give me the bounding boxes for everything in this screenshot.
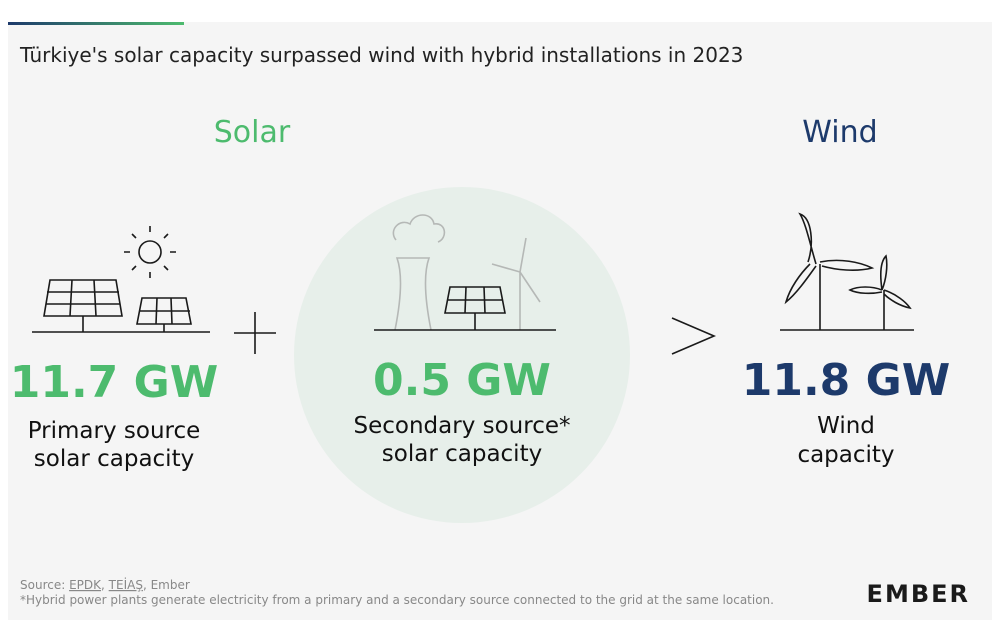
footnote: *Hybrid power plants generate electricit…	[20, 593, 774, 607]
hybrid-icon	[374, 214, 556, 331]
solar-icon	[32, 226, 210, 333]
plus	[234, 312, 276, 354]
title: Türkiye's solar capacity surpassed wind …	[19, 43, 743, 67]
secondary-value: 0.5 GW	[373, 355, 551, 406]
greater-than	[671, 317, 717, 355]
logo: EMBER	[867, 580, 970, 608]
wind-icon	[780, 212, 914, 331]
wind-value: 11.8 GW	[742, 355, 951, 406]
hybrid-circle	[294, 187, 630, 523]
source-text: ,	[101, 578, 109, 592]
primary-label: Primary source	[28, 418, 201, 444]
secondary-label: solar capacity	[382, 441, 542, 467]
primary-label: solar capacity	[34, 446, 194, 472]
source-text: Source:	[20, 578, 69, 592]
wind-heading: Wind	[802, 115, 877, 150]
solar-heading: Solar	[214, 115, 291, 150]
source-link[interactable]: TEİAŞ	[108, 577, 143, 592]
source-link[interactable]: EPDK	[69, 578, 102, 592]
secondary-label: Secondary source*	[354, 413, 571, 439]
source-text: , Ember	[143, 578, 190, 592]
wind-label: capacity	[797, 442, 894, 468]
wind-label: Wind	[817, 413, 875, 439]
accent-bar	[8, 22, 184, 25]
primary-value: 11.7 GW	[10, 357, 219, 408]
source: Source: EPDK, TEİAŞ, Ember	[20, 577, 190, 592]
